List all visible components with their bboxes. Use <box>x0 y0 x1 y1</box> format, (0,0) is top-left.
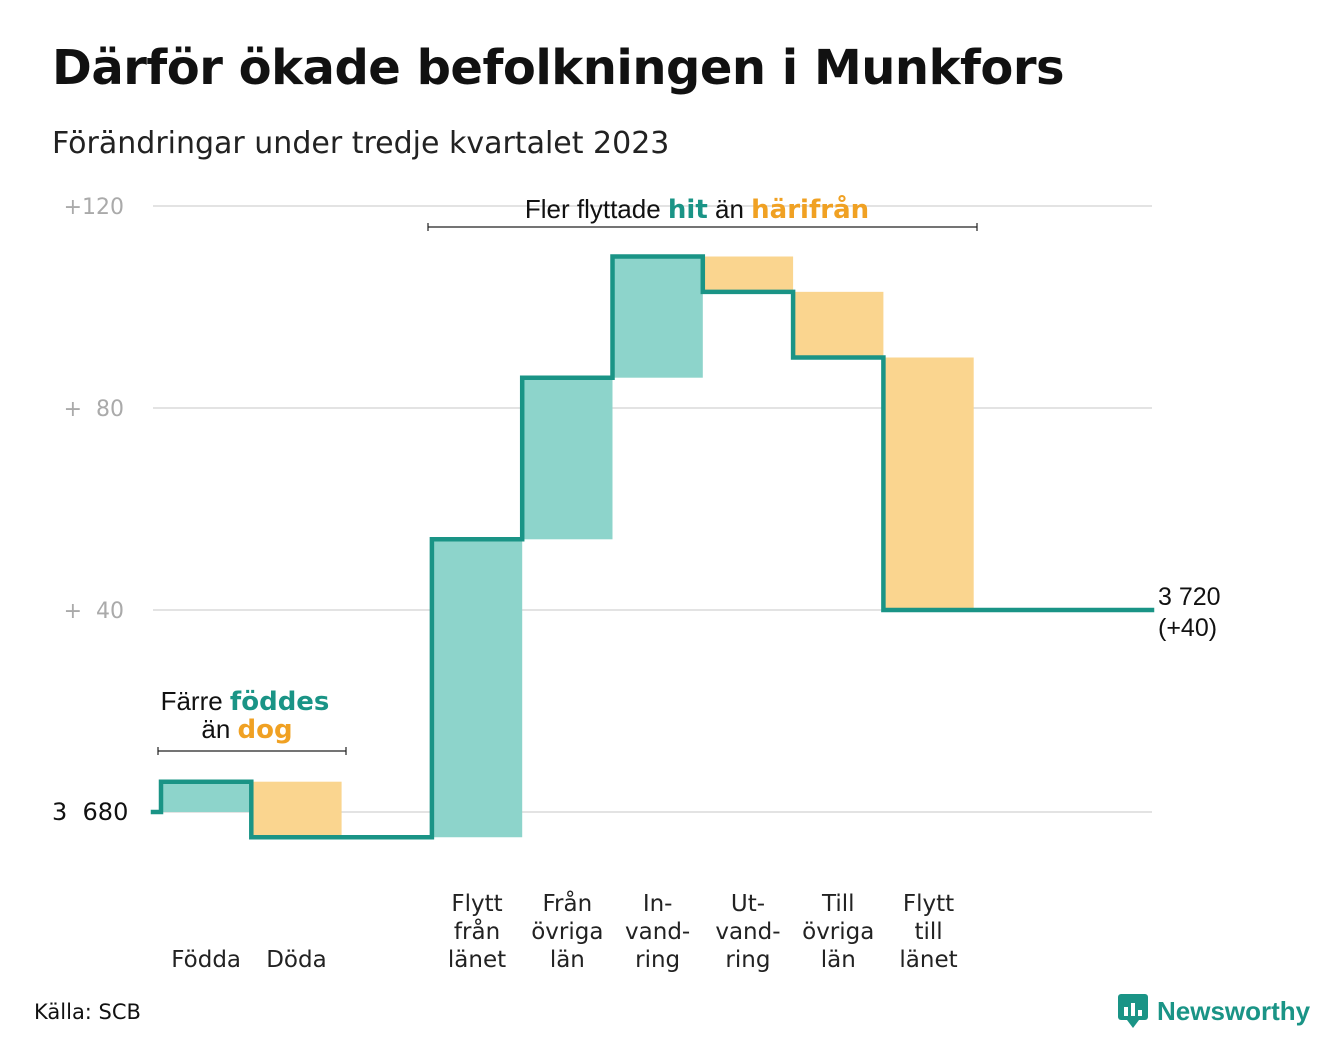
annotation-migration-mid: än <box>708 194 751 224</box>
annotation-migration-pre: Fler flyttade <box>525 194 668 224</box>
bar-6 <box>702 256 794 292</box>
bar-4 <box>522 377 613 540</box>
bar-5 <box>612 256 703 378</box>
chart-subtitle: Förändringar under tredje kvartalet 2023 <box>52 126 670 161</box>
annotation-births-in: föddes <box>230 687 330 717</box>
category-label-4-1: övriga <box>531 919 603 945</box>
annotation-births-out: dog <box>238 715 293 745</box>
category-label-7-0: Till <box>821 891 855 917</box>
category-label-5-1: vand- <box>625 919 690 945</box>
brand-logo: Newsworthy <box>1117 993 1310 1029</box>
y-tick-label-120: +120 <box>64 195 124 220</box>
category-label-7-2: län <box>821 947 856 973</box>
category-label-3-2: länet <box>448 947 506 973</box>
bar-8 <box>883 357 974 610</box>
category-label-4-2: län <box>550 947 585 973</box>
running-total-path <box>150 254 1155 840</box>
annotation-births-bracket <box>157 747 347 755</box>
annotation-migration: Fler flyttade hit än härifrån <box>525 193 869 225</box>
annotation-births-pre: Färre <box>161 686 230 716</box>
category-label-5-0: In- <box>643 891 673 917</box>
category-label-4-0: Från <box>543 889 593 917</box>
annotation-migration-in: hit <box>668 195 708 225</box>
category-label-6-1: vand- <box>715 919 780 945</box>
annotation-births-pre2: än <box>201 714 237 744</box>
category-label-6-0: Ut- <box>731 891 765 917</box>
end-value-label: 3 720 <box>1158 583 1221 611</box>
annotation-migration-out: härifrån <box>751 193 869 225</box>
y-tick-label-80: + 80 <box>64 397 124 422</box>
category-label-8-2: länet <box>899 947 957 973</box>
category-label-8-1: till <box>914 919 942 945</box>
newsworthy-logo-icon <box>1118 994 1148 1028</box>
bar-1 <box>251 781 342 838</box>
base-value-label: 3 680 <box>52 798 128 826</box>
category-label-3-1: från <box>454 917 500 945</box>
bars <box>161 256 974 838</box>
bar-7 <box>793 291 884 358</box>
chart-title: Därför ökade befolkningen i Munkfors <box>52 40 1065 96</box>
y-tick-label-40: + 40 <box>64 599 124 624</box>
bar-3 <box>431 539 523 838</box>
brand-name: Newsworthy <box>1157 995 1311 1026</box>
end-change-label: (+40) <box>1158 614 1217 642</box>
category-label-1-0: Döda <box>266 947 326 973</box>
category-label-8-0: Flytt <box>903 891 954 917</box>
annotation-migration-bracket <box>427 223 978 231</box>
category-label-0-0: Födda <box>171 947 241 973</box>
category-label-6-2: ring <box>725 947 770 973</box>
category-label-7-1: övriga <box>802 919 874 945</box>
source-note: Källa: SCB <box>34 1000 141 1024</box>
annotation-births-line2: än dog <box>201 714 292 745</box>
bar-0 <box>161 781 252 812</box>
annotation-births-line1: Färre föddes <box>161 686 330 717</box>
category-label-5-2: ring <box>635 947 680 973</box>
category-label-3-0: Flytt <box>451 891 502 917</box>
running-total-line <box>150 254 1155 840</box>
